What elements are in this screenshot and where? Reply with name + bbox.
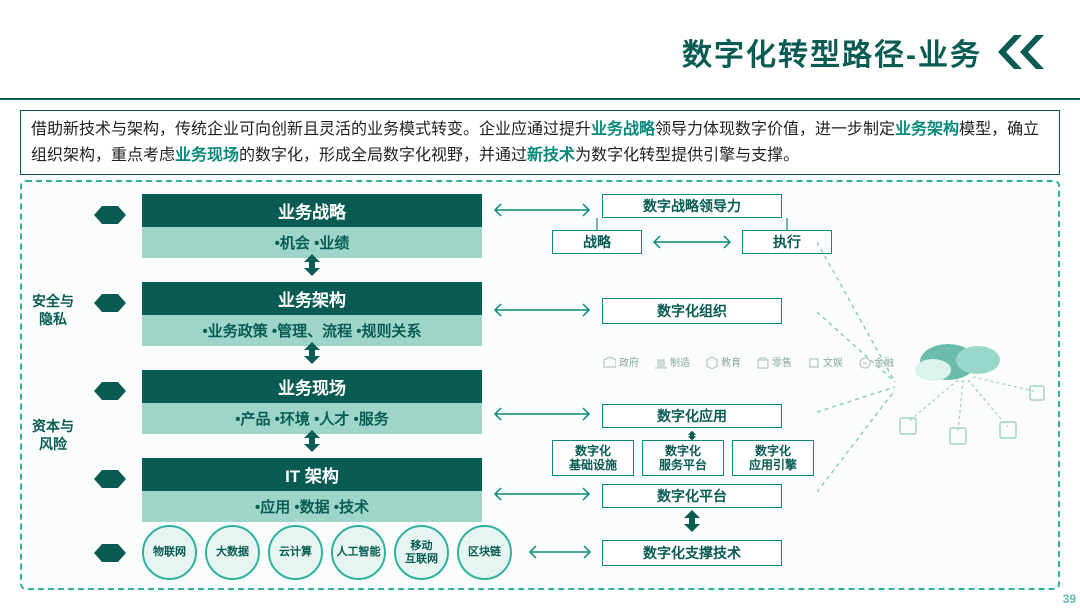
updown-arrow-icon <box>302 254 322 272</box>
box-infra: 数字化基础设施 <box>552 440 634 476</box>
tech-circle: 大数据 <box>205 525 260 580</box>
title-rule <box>0 98 1080 100</box>
left-label-capital: 资本与风险 <box>32 417 74 453</box>
layer-block: 业务现场•产品 •环境 •人才 •服务 <box>142 370 482 434</box>
block-header: IT 架构 <box>142 458 482 491</box>
double-arrow-icon <box>522 544 598 560</box>
layer-block: IT 架构•应用 •数据 •技术 <box>142 458 482 522</box>
tech-circles-row: 物联网大数据云计算人工智能移动互联网区块链 <box>142 525 512 580</box>
tech-circle: 人工智能 <box>331 525 386 580</box>
block-subtitle: •应用 •数据 •技术 <box>142 491 482 522</box>
layer-block: 业务架构•业务政策 •管理、流程 •规则关系 <box>142 282 482 346</box>
box-platform: 数字化平台 <box>602 484 782 508</box>
industry-icon: 零售 <box>755 354 792 369</box>
hex-arrow-icon <box>94 294 126 312</box>
box-support: 数字化支撑技术 <box>602 540 782 566</box>
box-engine: 数字化应用引擎 <box>732 440 814 476</box>
connector-line <box>587 218 797 232</box>
double-arrow-icon <box>646 234 738 250</box>
tech-circle: 区块链 <box>457 525 512 580</box>
cloud-illustration-icon <box>888 332 1048 452</box>
double-arrow-icon <box>487 486 597 502</box>
tech-circle: 移动互联网 <box>394 525 449 580</box>
box-leadership: 数字战略领导力 <box>602 194 782 218</box>
hex-arrow-icon <box>94 470 126 488</box>
page-number: 39 <box>1063 592 1076 606</box>
block-header: 业务战略 <box>142 194 482 227</box>
box-strategy: 战略 <box>552 230 642 254</box>
page-header: 数字化转型路径-业务 <box>682 30 1050 74</box>
block-header: 业务架构 <box>142 282 482 315</box>
updown-arrow-icon <box>685 431 699 444</box>
updown-arrow-icon <box>682 510 702 528</box>
layer-block: 业务战略•机会 •业绩 <box>142 194 482 258</box>
tech-circle: 物联网 <box>142 525 197 580</box>
description-box: 借助新技术与架构，传统企业可向创新且灵活的业务模式转变。企业应通过提升业务战略领… <box>20 110 1060 175</box>
box-app: 数字化应用 <box>602 404 782 428</box>
double-arrow-icon <box>487 406 597 422</box>
title-chevrons <box>994 35 1050 69</box>
page-title: 数字化转型路径-业务 <box>682 30 982 74</box>
hex-arrow-icon <box>94 382 126 400</box>
box-org: 数字化组织 <box>602 298 782 324</box>
updown-arrow-icon <box>302 430 322 448</box>
left-label-security: 安全与隐私 <box>32 292 74 328</box>
block-header: 业务现场 <box>142 370 482 403</box>
updown-arrow-icon <box>302 342 322 360</box>
industry-icon: 政府 <box>602 354 639 369</box>
dashed-lines-icon <box>817 222 897 522</box>
industry-icon: 制造 <box>653 354 690 369</box>
hex-arrow-icon <box>94 206 126 224</box>
hex-arrow-icon <box>94 544 126 562</box>
industry-icon: 教育 <box>704 354 741 369</box>
diagram-container: 安全与隐私 资本与风险 业务战略•机会 •业绩业务架构•业务政策 •管理、流程 … <box>20 180 1060 590</box>
double-arrow-icon <box>487 202 597 218</box>
tech-circle: 云计算 <box>268 525 323 580</box>
box-svc: 数字化服务平台 <box>642 440 724 476</box>
double-arrow-icon <box>487 302 597 318</box>
